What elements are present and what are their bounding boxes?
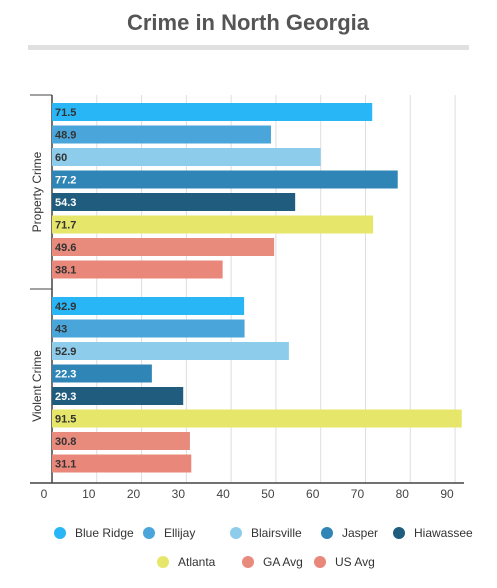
value-label: 60 (55, 152, 67, 164)
value-label: 91.5 (55, 413, 76, 425)
value-label: 77.2 (55, 174, 76, 186)
y-category-label: Property Crime (30, 151, 44, 232)
x-tick-label: 20 (127, 487, 141, 501)
legend-label: Blue Ridge (75, 526, 134, 540)
legend-label: Ellijay (164, 526, 195, 540)
chart-title: Crime in North Georgia (127, 10, 370, 35)
x-tick-label: 10 (82, 487, 96, 501)
legend-label: Blairsville (251, 526, 302, 540)
x-tick-label: 90 (440, 487, 454, 501)
x-tick-label: 0 (41, 487, 48, 501)
bar (52, 342, 289, 360)
y-category-label: Violent Crime (30, 350, 44, 422)
legend-swatch (321, 527, 333, 539)
bar (52, 260, 223, 279)
legend-swatch (54, 527, 66, 539)
x-tick-label: 30 (172, 487, 186, 501)
legend-swatch (242, 556, 254, 568)
value-label: 71.7 (55, 219, 76, 231)
bar (52, 432, 190, 450)
value-label: 38.1 (55, 264, 76, 276)
bar (52, 409, 462, 428)
bar (52, 454, 192, 473)
legend-label: US Avg (335, 555, 375, 569)
legend-swatch (157, 556, 169, 568)
legend-swatch (143, 527, 155, 539)
x-tick-label: 40 (216, 487, 230, 501)
x-tick-label: 80 (396, 487, 410, 501)
legend-label: Hiawassee (414, 526, 473, 540)
legend-label: Atlanta (178, 555, 216, 569)
x-tick-label: 60 (306, 487, 320, 501)
value-label: 43 (55, 323, 67, 335)
legend-label: GA Avg (263, 555, 303, 569)
bar (52, 125, 271, 144)
bar (52, 148, 321, 166)
value-label: 48.9 (55, 129, 76, 141)
legend-swatch (393, 527, 405, 539)
value-label: 30.8 (55, 436, 76, 448)
value-label: 52.9 (55, 346, 76, 358)
legend-swatch (230, 527, 242, 539)
value-label: 49.6 (55, 242, 76, 254)
legend-label: Jasper (342, 526, 378, 540)
bar (52, 297, 245, 315)
bar (52, 103, 373, 121)
bar (52, 364, 152, 383)
value-label: 31.1 (55, 458, 76, 470)
bar (52, 215, 374, 234)
value-label: 71.5 (55, 107, 76, 119)
value-label: 42.9 (55, 301, 76, 313)
x-tick-label: 70 (351, 487, 365, 501)
value-label: 22.3 (55, 368, 76, 380)
value-label: 54.3 (55, 197, 76, 209)
title-rule (28, 45, 469, 50)
bar (52, 193, 296, 211)
value-label: 29.3 (55, 391, 76, 403)
x-tick-label: 50 (261, 487, 275, 501)
legend-swatch (314, 556, 326, 568)
bar (52, 170, 398, 189)
bar (52, 387, 184, 405)
bar (52, 238, 275, 256)
bar (52, 319, 245, 338)
